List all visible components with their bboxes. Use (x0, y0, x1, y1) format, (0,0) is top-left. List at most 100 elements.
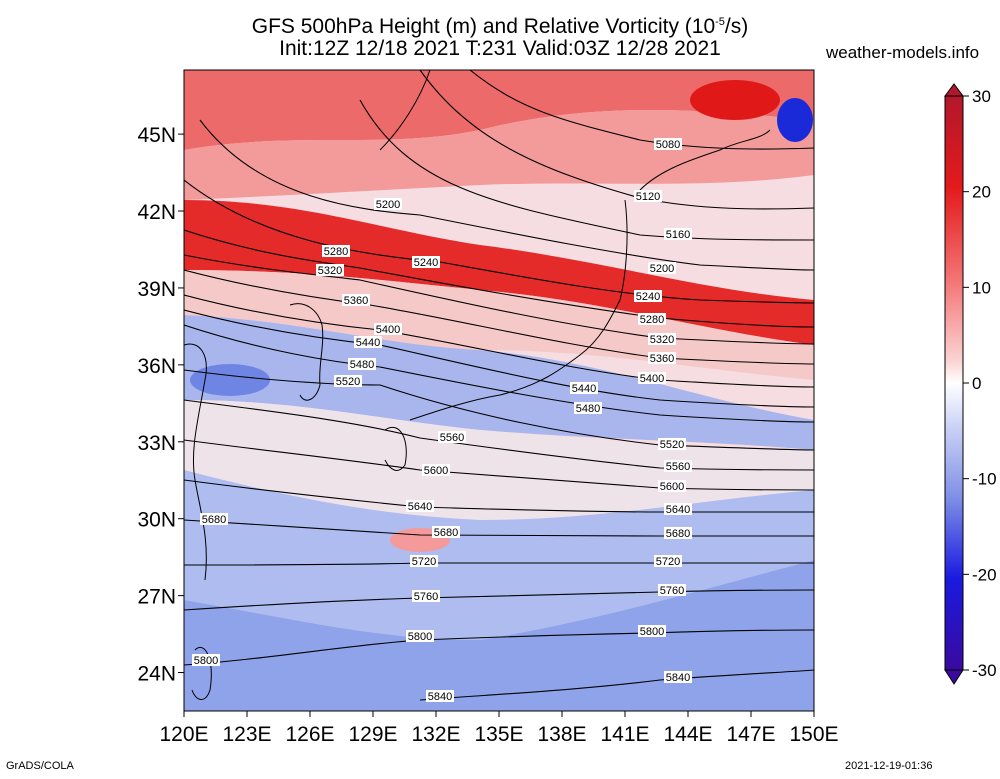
contour-label: 5080 (654, 138, 682, 151)
colorbar-bottom-arrow (944, 669, 964, 685)
svg-text:5560: 5560 (440, 432, 464, 444)
coast-russia (379, 70, 431, 151)
svg-text:5640: 5640 (666, 504, 690, 516)
north-band-1 (184, 70, 814, 150)
contour-label: 5600 (658, 480, 686, 493)
coastlines (184, 70, 771, 700)
contour-label: 5280 (322, 245, 350, 258)
lon-axis: 120E 123E 126E 129E 132E 135E 138E 141E 144E 147E… (159, 711, 839, 746)
vort-min-ne (777, 98, 813, 142)
chart-title-line2: Init:12Z 12/18 2021 T:231 Valid:03Z 12/2… (279, 37, 721, 60)
contour-line (184, 324, 814, 423)
contour-label: 5320 (316, 264, 344, 277)
contour-line (184, 254, 814, 345)
colorbar-label: 10 (972, 278, 991, 297)
coast-china (184, 343, 207, 581)
lon-tick-label: 141E (600, 723, 649, 746)
coast-hokkaido (639, 129, 771, 191)
contour-label: 5520 (658, 438, 686, 451)
contour-line (184, 229, 814, 328)
lon-tick-label: 144E (663, 723, 712, 746)
contour-label: 5480 (574, 402, 602, 415)
contour-label: 5680 (432, 526, 460, 539)
lat-tick-label: 30N (137, 509, 176, 532)
svg-text:5520: 5520 (336, 376, 360, 388)
svg-text:5600: 5600 (660, 481, 684, 493)
colorbar-top-arrow (944, 83, 964, 97)
contour-label: 5120 (634, 190, 662, 203)
contour-label: 5720 (410, 555, 438, 568)
lon-tick-label: 120E (159, 723, 208, 746)
contour-line (184, 562, 814, 566)
contour-label: 5440 (354, 336, 382, 349)
svg-text:5480: 5480 (350, 359, 374, 371)
colorbar-label: 20 (972, 183, 991, 202)
contour-label: 5840 (426, 690, 454, 703)
svg-text:5320: 5320 (650, 334, 674, 346)
contour-line (184, 519, 814, 537)
svg-text:5520: 5520 (660, 439, 684, 451)
contour-label: 5760 (412, 590, 440, 603)
contour-label: 5680 (200, 513, 228, 526)
contour-label: 5240 (634, 290, 662, 303)
contour-line (184, 479, 814, 513)
south-band (184, 560, 814, 711)
chart-title-line1: GFS 500hPa Height (m) and Relative Vorti… (251, 15, 749, 38)
contour-line (469, 70, 814, 150)
blue-band-1 (184, 315, 814, 450)
svg-text:5280: 5280 (640, 314, 664, 326)
contour-line (359, 99, 814, 241)
contour-label: 5800 (192, 654, 220, 667)
svg-text:5760: 5760 (660, 585, 684, 597)
svg-text:5720: 5720 (656, 556, 680, 568)
contour-label: 5560 (438, 431, 466, 444)
contour-line (184, 369, 814, 451)
colorbar-label: -30 (972, 661, 997, 680)
svg-text:5760: 5760 (414, 591, 438, 603)
height-contours (184, 70, 814, 701)
coast-kyushu (384, 427, 407, 471)
contour-label: 5840 (664, 671, 692, 684)
svg-text:5200: 5200 (650, 263, 674, 275)
svg-text:5400: 5400 (376, 324, 400, 336)
svg-text:5400: 5400 (640, 373, 664, 385)
svg-text:5320: 5320 (318, 265, 342, 277)
contour-label: 5400 (374, 323, 402, 336)
contour-line (184, 399, 814, 471)
contour-line (184, 589, 814, 611)
contour-label: 5360 (648, 352, 676, 365)
contour-line (199, 119, 814, 271)
svg-text:5280: 5280 (324, 246, 348, 258)
coast-korea (289, 303, 324, 401)
svg-text:5440: 5440 (572, 383, 596, 395)
svg-text:5200: 5200 (376, 199, 400, 211)
vort-min-sw (190, 364, 270, 396)
svg-text:5080: 5080 (656, 139, 680, 151)
contour-label: 5760 (658, 584, 686, 597)
lon-tick-label: 132E (411, 723, 460, 746)
svg-text:5840: 5840 (666, 672, 690, 684)
svg-text:5560: 5560 (666, 461, 690, 473)
lon-tick-label: 126E (285, 723, 334, 746)
colorbar-label: -10 (972, 470, 997, 489)
lat-tick-label: 39N (137, 278, 176, 301)
contour-label: 5320 (648, 333, 676, 346)
mixed-band (184, 400, 814, 520)
site-credit: weather-models.info (826, 43, 980, 62)
svg-text:5640: 5640 (408, 501, 432, 513)
contour-label: 5160 (664, 228, 692, 241)
vort-max-ne (690, 80, 780, 120)
contour-line (419, 669, 814, 701)
svg-text:5800: 5800 (408, 631, 432, 643)
contour-line (184, 269, 814, 365)
contour-line (184, 179, 814, 304)
contour-line (184, 629, 814, 666)
lon-tick-label: 123E (222, 723, 271, 746)
contour-label: 5200 (374, 198, 402, 211)
svg-text:5240: 5240 (636, 291, 660, 303)
colorbar-label: 30 (972, 87, 991, 106)
contour-label: 5680 (664, 527, 692, 540)
svg-text:5840: 5840 (428, 691, 452, 703)
contour-label: 5280 (638, 313, 666, 326)
